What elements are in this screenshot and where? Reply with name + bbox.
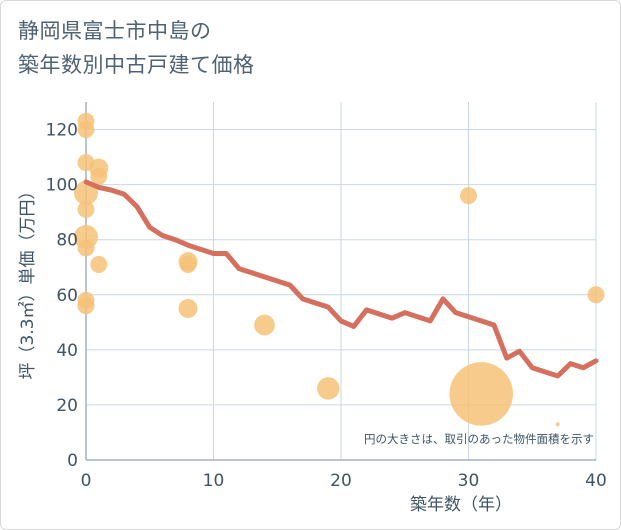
bubble-point <box>254 314 275 336</box>
bubble-point <box>587 286 605 304</box>
bubble-point <box>77 200 95 218</box>
y-tick-label: 100 <box>46 176 78 196</box>
y-axis-label: 坪（3.3㎡）単価（万円） <box>18 182 38 379</box>
bubble-point <box>77 121 95 139</box>
x-tick-label: 40 <box>585 471 607 491</box>
bubble-point <box>90 255 108 273</box>
bubble-point <box>178 299 198 319</box>
bubble-point <box>179 255 197 273</box>
average-line-series <box>83 179 599 379</box>
bubble-point <box>77 297 95 315</box>
average-price-line <box>83 179 599 379</box>
bubble-point <box>555 422 560 427</box>
bubble-series <box>74 112 605 427</box>
y-tick-label: 40 <box>56 341 78 361</box>
y-tick-label: 0 <box>67 451 78 471</box>
x-tick-label: 10 <box>203 471 225 491</box>
axis-ticks: 0 20 40 60 80 100 120 0 10 20 30 40 <box>46 121 607 491</box>
x-axis-label: 築年数（年） <box>410 495 512 515</box>
bubble-size-note: 円の大きさは、取引のあった物件面積を示す <box>364 432 594 446</box>
bubble-point <box>449 362 513 426</box>
bubble-point <box>460 187 477 205</box>
x-tick-label: 30 <box>458 471 480 491</box>
chart-title: 静岡県富士市中島の 築年数別中古戸建て価格 <box>18 14 255 82</box>
x-tick-label: 0 <box>81 471 92 491</box>
y-tick-label: 80 <box>56 231 78 251</box>
chart-title-line-2: 築年数別中古戸建て価格 <box>18 53 255 77</box>
y-tick-label: 120 <box>46 121 78 141</box>
x-tick-label: 20 <box>330 471 352 491</box>
y-tick-label: 20 <box>56 396 78 416</box>
bubble-point <box>317 377 340 400</box>
y-tick-label: 60 <box>56 286 78 306</box>
bubble-point <box>90 167 108 185</box>
bubble-point <box>77 239 95 257</box>
chart-title-line-1: 静岡県富士市中島の <box>18 19 212 43</box>
